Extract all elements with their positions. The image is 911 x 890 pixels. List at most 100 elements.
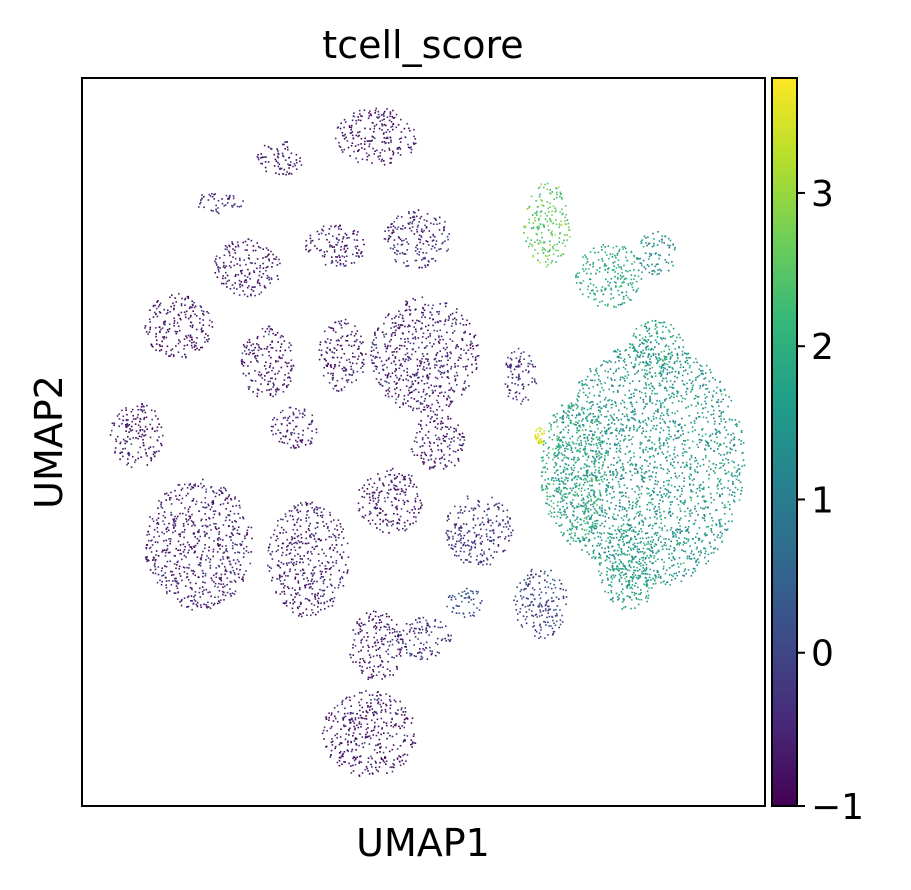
scatter-point [187,317,190,320]
scatter-point [432,391,434,393]
scatter-point [440,391,443,394]
scatter-point [406,265,408,267]
scatter-point [161,345,163,347]
scatter-point [425,631,428,634]
scatter-point [419,507,422,510]
scatter-point [250,379,253,382]
scatter-point [383,115,385,117]
scatter-point [552,222,555,225]
scatter-point [332,600,335,603]
scatter-point [439,462,442,464]
scatter-point [220,599,222,601]
scatter-point [378,477,381,480]
scatter-point [445,302,448,304]
scatter-point [352,770,355,772]
scatter-point [236,205,239,208]
scatter-point [545,266,548,268]
scatter-point [312,534,315,536]
scatter-point [538,604,541,606]
scatter-point [211,192,213,195]
scatter-point [357,632,360,634]
scatter-point [125,426,127,428]
scatter-point [151,544,154,546]
scatter-point [402,740,405,743]
scatter-point [328,568,331,570]
scatter-point [549,582,552,585]
scatter-point [565,589,567,592]
scatter-point [425,424,428,426]
scatter-point [510,531,512,534]
scatter-point [346,572,348,574]
scatter-point [175,332,178,335]
scatter-point [117,435,119,438]
scatter-point [460,444,463,447]
scatter-point [290,558,293,561]
scatter-point [414,380,417,382]
scatter-point [480,543,482,545]
scatter-point [275,256,278,258]
scatter-point [434,654,437,657]
scatter-point [383,123,386,126]
scatter-point [326,347,329,349]
scatter-point [145,544,148,546]
scatter-point [358,256,360,258]
scatter-point [527,605,529,607]
scatter-point [170,514,172,516]
scatter-point [507,395,510,398]
scatter-point [544,609,547,612]
scatter-point [401,240,403,242]
scatter-point [245,279,247,281]
scatter-point [395,655,398,657]
scatter-point [361,736,364,738]
scatter-point [402,754,404,757]
scatter-point [184,298,186,301]
scatter-point [544,183,546,186]
scatter-point [552,632,555,635]
scatter-point [207,503,209,506]
scatter-point [498,507,500,509]
scatter-point [355,749,357,751]
scatter-point [373,626,375,628]
scatter-point [352,643,354,646]
scatter-point [338,743,341,746]
scatter-point [180,303,183,305]
scatter-point [531,587,534,589]
scatter-point [184,316,187,319]
scatter-point [508,389,510,391]
scatter-point [319,343,321,346]
scatter-point [346,712,349,715]
scatter-point [358,131,361,133]
scatter-point [378,494,380,497]
scatter-point [272,425,274,428]
scatter-point [317,514,319,517]
scatter-point [517,384,519,386]
scatter-point [474,546,476,548]
scatter-point [388,532,391,534]
scatter-point [297,433,300,435]
scatter-point [389,247,392,249]
scatter-point [393,487,395,489]
scatter-point [347,556,350,558]
scatter-point [368,620,370,622]
scatter-point [367,650,369,652]
scatter-point [411,743,413,745]
scatter-point [553,583,555,586]
scatter-point [208,546,210,548]
scatter-point [382,638,385,641]
scatter-point [321,255,324,257]
scatter-point [516,600,518,602]
scatter-point [424,224,426,227]
scatter-point [177,560,179,563]
scatter-point [275,160,278,162]
scatter-point [212,490,214,492]
scatter-point [278,258,280,261]
scatter-point [226,246,228,249]
scatter-point [321,732,324,735]
scatter-point [231,521,233,523]
scatter-point [180,502,183,504]
scatter-point [525,225,527,227]
scatter-point [376,691,379,694]
scatter-point [418,651,420,654]
scatter-point [458,592,460,595]
scatter-point [149,436,152,439]
